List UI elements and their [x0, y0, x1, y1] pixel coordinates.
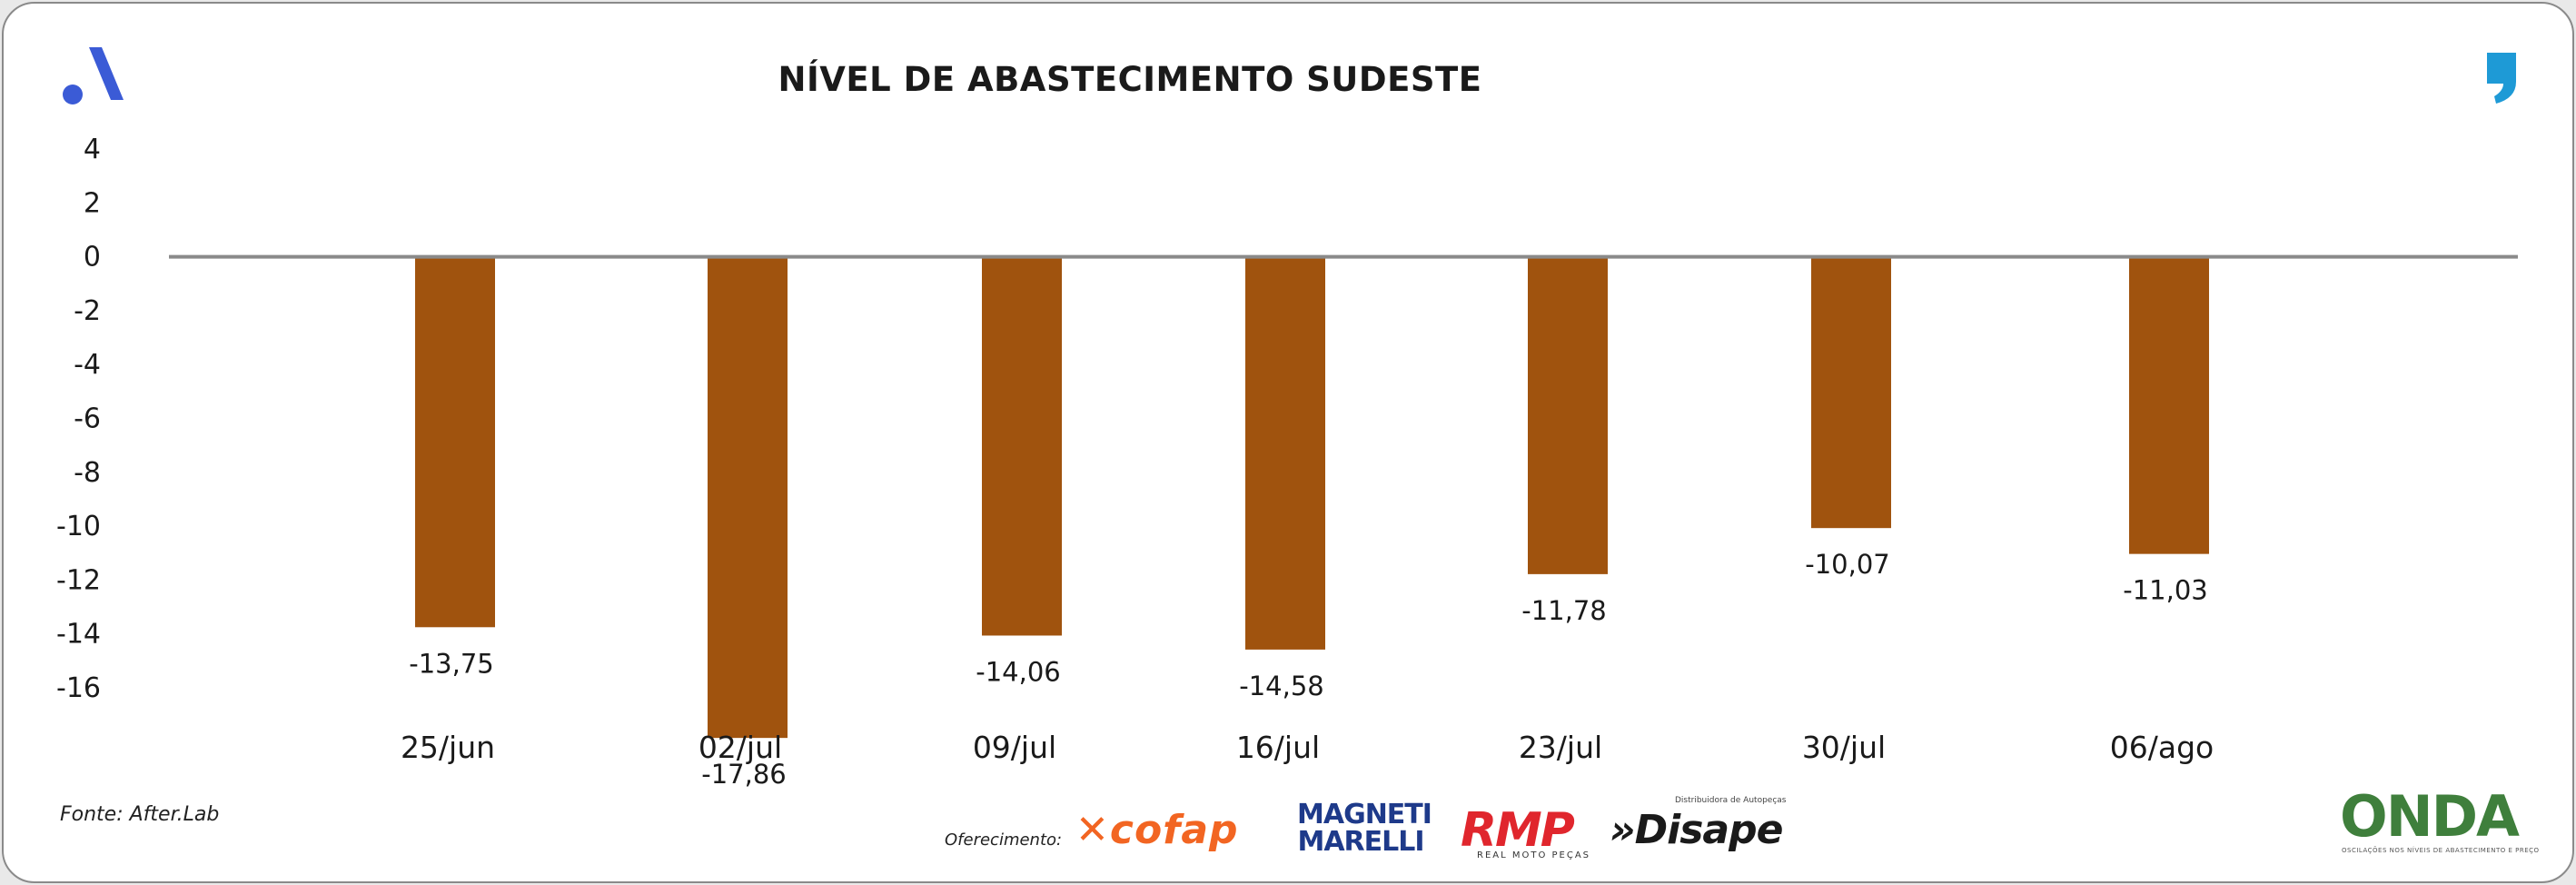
sponsor-label: Oferecimento: [945, 830, 1062, 850]
cofap-logo: ✕cofap [1075, 807, 1239, 853]
bar-chart: 420-2-4-6-8-10-12-14-16-13,7525/jun-17,8… [4, 4, 2572, 881]
bar [415, 257, 495, 628]
bar [1245, 257, 1325, 650]
rmp-logo: RMP [1461, 803, 1573, 858]
x-tick-label: 09/jul [973, 730, 1056, 765]
data-label: -11,78 [1521, 595, 1607, 626]
x-tick-label: 23/jul [1519, 730, 1602, 765]
y-tick-label: -12 [56, 564, 101, 596]
rmp-subtitle: REAL MOTO PEÇAS [1477, 850, 1590, 860]
data-label: -13,75 [409, 648, 494, 679]
data-label: -14,06 [976, 656, 1061, 687]
y-tick-label: -2 [74, 295, 101, 327]
bar [708, 257, 788, 739]
x-tick-label: 16/jul [1236, 730, 1320, 765]
magneti-line2: MARELLI [1297, 829, 1424, 856]
y-tick-label: -14 [56, 619, 101, 651]
cofap-wordmark: cofap [1110, 807, 1239, 853]
source-note: Fonte: After.Lab [60, 803, 219, 826]
data-label: -10,07 [1805, 549, 1890, 580]
cofap-x-icon: ✕ [1075, 807, 1110, 853]
onda-logo: ONDA [2340, 783, 2518, 850]
onda-subtitle: OSCILAÇÕES NOS NÍVEIS DE ABASTECIMENTO E… [2342, 847, 2540, 854]
x-tick-label: 06/ago [2110, 730, 2214, 765]
bar [2129, 257, 2209, 554]
bar [1811, 257, 1891, 529]
y-tick-label: -10 [56, 511, 101, 542]
y-tick-label: -8 [74, 457, 101, 489]
y-tick-label: 2 [84, 187, 101, 219]
x-tick-label: 25/jun [401, 730, 495, 765]
data-label: -14,58 [1239, 671, 1324, 701]
disape-subtitle: Distribuidora de Autopeças [1675, 796, 1786, 805]
disape-logo: »Disape [1610, 807, 1782, 853]
y-tick-label: 4 [84, 134, 101, 165]
magneti-line1: MAGNETI [1297, 801, 1424, 829]
x-tick-label: 30/jul [1802, 730, 1886, 765]
magneti-marelli-logo: MAGNETI MARELLI [1297, 801, 1424, 856]
data-label: -11,03 [2123, 575, 2208, 606]
y-tick-label: 0 [84, 242, 101, 273]
y-tick-label: -4 [74, 349, 101, 381]
y-tick-label: -6 [74, 403, 101, 435]
bar [982, 257, 1062, 636]
x-tick-label: 02/jul [698, 730, 782, 765]
y-tick-label: -16 [56, 672, 101, 704]
bar [1528, 257, 1608, 574]
